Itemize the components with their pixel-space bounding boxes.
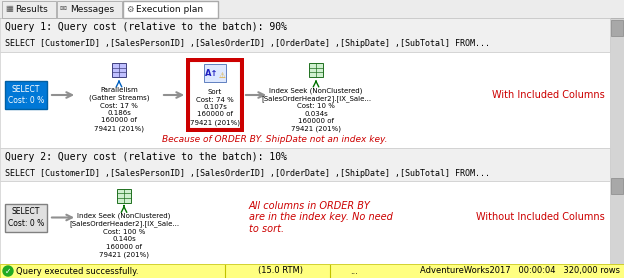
Text: Execution plan: Execution plan xyxy=(136,4,203,14)
Bar xyxy=(0,18,610,52)
Text: SELECT [CustomerID] ,[SalesPersonID] ,[SalesOrderID] ,[OrderDate] ,[ShipDate] ,[: SELECT [CustomerID] ,[SalesPersonID] ,[S… xyxy=(5,168,490,177)
Text: Without Included Columns: Without Included Columns xyxy=(476,212,605,222)
Bar xyxy=(0,264,624,278)
Text: Index Seek (NonClustered)
[SalesOrderHeader2].[IX_Sale...
Cost: 100 %
0.140s
160: Index Seek (NonClustered) [SalesOrderHea… xyxy=(69,212,179,258)
Bar xyxy=(0,181,610,264)
Text: SELECT
Cost: 0 %: SELECT Cost: 0 % xyxy=(8,85,44,105)
Bar xyxy=(117,188,131,202)
Text: AdventureWorks2017   00:00:04   320,000 rows: AdventureWorks2017 00:00:04 320,000 rows xyxy=(420,267,620,275)
Bar xyxy=(309,63,323,77)
Bar xyxy=(610,18,624,264)
Bar xyxy=(123,1,218,18)
Bar xyxy=(5,203,47,232)
Text: ⚙: ⚙ xyxy=(126,4,134,14)
Text: ...: ... xyxy=(350,267,358,275)
Bar xyxy=(2,1,56,18)
Text: ✉: ✉ xyxy=(60,4,67,14)
Bar xyxy=(0,0,624,18)
Text: Messages: Messages xyxy=(70,4,114,14)
Text: Query 2: Query cost (relative to the batch): 10%: Query 2: Query cost (relative to the bat… xyxy=(5,152,287,162)
Text: Query executed successfully.: Query executed successfully. xyxy=(16,267,139,275)
Text: Query 1: Query cost (relative to the batch): 90%: Query 1: Query cost (relative to the bat… xyxy=(5,22,287,32)
Text: Because of ORDER BY. ShipDate not an index key.: Because of ORDER BY. ShipDate not an ind… xyxy=(162,135,388,145)
Bar xyxy=(57,1,122,18)
Text: SELECT
Cost: 0 %: SELECT Cost: 0 % xyxy=(8,207,44,228)
Text: ⚠: ⚠ xyxy=(218,71,225,80)
Bar xyxy=(186,58,244,132)
Bar xyxy=(0,52,610,148)
Text: With Included Columns: With Included Columns xyxy=(492,90,605,100)
Text: ▦: ▦ xyxy=(5,4,13,14)
Bar xyxy=(204,64,226,82)
Text: Index Seek (NonClustered)
[SalesOrderHeader2].[IX_Sale...
Cost: 10 %
0.034s
1600: Index Seek (NonClustered) [SalesOrderHea… xyxy=(261,87,371,132)
Circle shape xyxy=(3,266,13,276)
Text: (15.0 RTM): (15.0 RTM) xyxy=(258,267,303,275)
Bar xyxy=(112,63,126,77)
Text: A↑: A↑ xyxy=(205,68,219,78)
Bar xyxy=(0,148,610,181)
Text: ✓: ✓ xyxy=(5,267,11,275)
Text: All columns in ORDER BY
are in the index key. No need
to sort.: All columns in ORDER BY are in the index… xyxy=(249,201,393,234)
Bar xyxy=(611,178,623,194)
Text: Parallelism
(Gather Streams)
Cost: 17 %
0.186s
160000 of
79421 (201%): Parallelism (Gather Streams) Cost: 17 % … xyxy=(89,87,149,131)
Text: Results: Results xyxy=(15,4,48,14)
Text: SELECT [CustomerID] ,[SalesPersonID] ,[SalesOrderID] ,[OrderDate] ,[ShipDate] ,[: SELECT [CustomerID] ,[SalesPersonID] ,[S… xyxy=(5,39,490,48)
Bar xyxy=(611,20,623,36)
Bar xyxy=(189,61,241,129)
Bar xyxy=(5,81,47,109)
Text: Sort
Cost: 74 %
0.107s
160000 of
79421 (201%): Sort Cost: 74 % 0.107s 160000 of 79421 (… xyxy=(190,89,240,125)
